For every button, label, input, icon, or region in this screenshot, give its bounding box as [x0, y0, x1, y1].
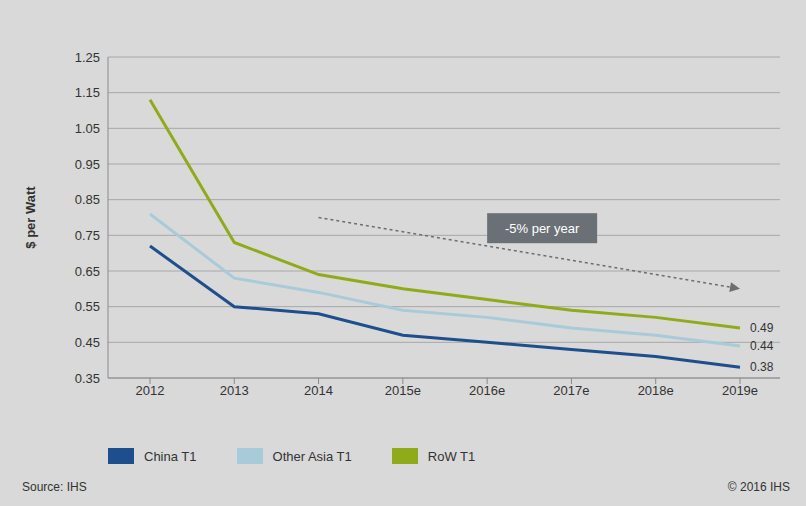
svg-text:1.05: 1.05 — [75, 121, 100, 136]
svg-text:0.85: 0.85 — [75, 192, 100, 207]
svg-text:2015e: 2015e — [385, 383, 421, 398]
svg-text:1.25: 1.25 — [75, 50, 100, 65]
svg-text:0.75: 0.75 — [75, 228, 100, 243]
svg-text:0.95: 0.95 — [75, 157, 100, 172]
svg-text:0.45: 0.45 — [75, 335, 100, 350]
svg-text:0.49: 0.49 — [750, 321, 774, 335]
svg-text:0.38: 0.38 — [750, 360, 774, 374]
html-text:RoW T1: RoW T1 — [427, 448, 476, 464]
svg-text:0.35: 0.35 — [75, 371, 100, 386]
svg-text:2019e: 2019e — [722, 383, 758, 398]
svg-text:-5% per year: -5% per year — [505, 221, 580, 236]
html-text:Source: IHS: Source: IHS — [22, 480, 87, 494]
svg-text:2014: 2014 — [304, 383, 333, 398]
svg-text:$ per Watt: $ per Watt — [23, 186, 38, 249]
svg-text:0.55: 0.55 — [75, 299, 100, 314]
svg-text:2017e: 2017e — [553, 383, 589, 398]
svg-text:2013: 2013 — [220, 383, 249, 398]
svg-text:0.44: 0.44 — [750, 339, 774, 353]
html-text:China T1: China T1 — [144, 448, 197, 464]
svg-text:1.15: 1.15 — [75, 85, 100, 100]
html-text:Other Asia T1: Other Asia T1 — [272, 448, 352, 464]
svg-text:0.65: 0.65 — [75, 264, 100, 279]
svg-text:2016e: 2016e — [469, 383, 505, 398]
svg-text:2012: 2012 — [136, 383, 165, 398]
svg-text:2018e: 2018e — [638, 383, 674, 398]
html-text:© 2016 IHS: © 2016 IHS — [727, 480, 790, 494]
